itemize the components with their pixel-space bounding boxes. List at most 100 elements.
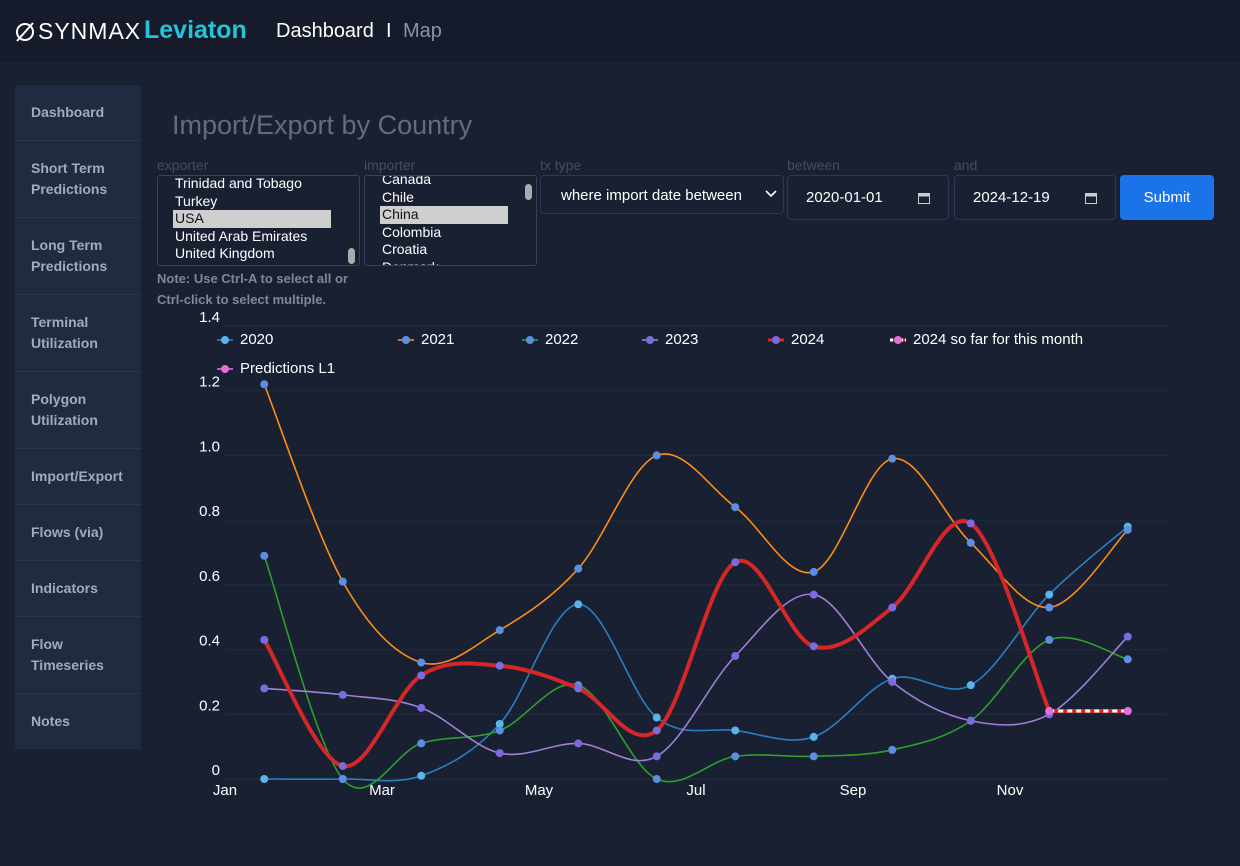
exporter-list[interactable]: Trinidad and Tobago Turkey USA United Arab … xyxy=(157,175,360,266)
y-tick-label: 0.6 xyxy=(199,568,220,585)
data-point xyxy=(731,652,740,661)
legend-label: 2024 so far for this month xyxy=(913,331,1083,348)
field-label: tx type xyxy=(540,157,582,173)
legend-marker xyxy=(894,336,902,344)
data-point xyxy=(731,752,740,761)
x-tick-label: Mar xyxy=(369,782,395,799)
data-point xyxy=(966,716,975,725)
data-point xyxy=(652,451,661,460)
sidebar-item[interactable]: Terminal Utilization xyxy=(15,295,141,372)
note: Note: Use Ctrl-A to select all or Ctrl-c… xyxy=(157,271,348,307)
data-point xyxy=(966,538,975,547)
data-point xyxy=(1045,603,1054,612)
sidebar-item[interactable]: Import/Export xyxy=(15,449,141,505)
data-point xyxy=(1123,655,1132,664)
series-line xyxy=(263,555,1128,789)
legend-marker xyxy=(221,365,229,373)
y-tick-label: 0.8 xyxy=(199,503,220,520)
data-point xyxy=(731,503,740,512)
sidebar-item[interactable]: Notes xyxy=(31,713,70,729)
nav-link[interactable]: Dashboard xyxy=(276,20,374,42)
sidebar-item[interactable]: Long Term Predictions xyxy=(15,218,141,295)
data-point xyxy=(260,635,269,644)
data-point xyxy=(574,600,583,609)
data-point xyxy=(888,603,897,612)
data-point xyxy=(495,661,504,670)
sidebar: Dashboard Short Term Predictions Long Term… xyxy=(15,85,141,749)
legend-label: Predictions L1 xyxy=(240,360,335,377)
data-point xyxy=(495,726,504,735)
legend-label: 2021 xyxy=(421,331,454,348)
series-line xyxy=(262,519,1052,769)
data-point xyxy=(417,658,426,667)
data-point xyxy=(652,726,661,735)
data-point xyxy=(417,771,426,780)
list-option[interactable]: China xyxy=(380,206,508,224)
legend-label: 2024 xyxy=(791,331,824,348)
sidebar-item[interactable]: Flows (via) xyxy=(15,505,141,561)
data-point xyxy=(809,642,818,651)
data-point xyxy=(1123,632,1132,641)
data-point xyxy=(260,684,269,693)
list-option[interactable]: Turkey xyxy=(175,192,218,209)
data-point xyxy=(652,775,661,783)
nav-link[interactable]: Map xyxy=(403,20,442,42)
sidebar-item[interactable]: Polygon Utilization xyxy=(15,372,141,449)
date-value: 2024-12-19 xyxy=(973,189,1050,206)
data-point xyxy=(888,677,897,686)
legend-label: 2023 xyxy=(665,331,698,348)
list-option[interactable]: Trinidad and Tobago xyxy=(175,175,302,191)
date-input[interactable]: 2024-12-19 xyxy=(954,175,1116,220)
data-point xyxy=(809,732,818,741)
data-point xyxy=(338,690,347,699)
data-point xyxy=(1045,590,1054,599)
y-tick-label: 1.4 xyxy=(199,310,220,326)
data-point xyxy=(260,775,269,783)
data-point xyxy=(731,558,740,567)
field-label: importer xyxy=(364,157,416,173)
x-tick-label: May xyxy=(525,782,554,799)
legend-marker xyxy=(402,336,410,344)
legend-marker xyxy=(772,336,780,344)
data-point xyxy=(966,681,975,690)
legend-label: 2022 xyxy=(545,331,578,348)
brand: Leviaton xyxy=(144,16,247,44)
header: SYNMAX Leviaton Dashboard I Map xyxy=(0,0,1240,62)
data-point xyxy=(338,577,347,586)
field-label: and xyxy=(954,157,978,173)
field-label: exporter xyxy=(157,157,209,173)
chevron xyxy=(765,190,777,198)
data-point xyxy=(809,590,818,599)
date-input[interactable]: 2020-01-01 xyxy=(787,175,949,220)
submit-button[interactable]: Submit xyxy=(1120,175,1214,220)
sidebar-item[interactable]: Flow Timeseries xyxy=(15,617,141,694)
data-point xyxy=(652,752,661,761)
list-option[interactable]: Colombia xyxy=(382,223,442,240)
y-tick-label: 0.4 xyxy=(199,633,220,650)
field-label: between xyxy=(787,157,840,173)
list-option[interactable]: Croatia xyxy=(382,241,428,257)
data-point xyxy=(260,551,269,560)
calendar-icon xyxy=(1085,193,1097,204)
data-point xyxy=(1123,707,1132,716)
data-point xyxy=(731,726,740,735)
data-point xyxy=(495,749,504,758)
series-line xyxy=(264,593,1129,762)
sidebar-item[interactable]: Short Term Predictions xyxy=(15,141,141,218)
list-option[interactable]: USA xyxy=(173,210,331,228)
legend-label: 2020 xyxy=(240,331,273,348)
data-point xyxy=(260,380,269,389)
y-tick-label: 0 xyxy=(212,762,220,779)
logo: SYNMAX xyxy=(38,18,142,44)
tx-type-select[interactable]: where import date between xyxy=(540,175,784,214)
list-option[interactable]: United Kingdom xyxy=(175,245,275,261)
sidebar-item[interactable]: Indicators xyxy=(15,561,141,617)
list-option[interactable]: Chile xyxy=(382,188,414,205)
list-option[interactable]: Canada xyxy=(382,175,432,187)
list-option[interactable]: United Arab Emirates xyxy=(175,227,308,244)
select-value: where import date between xyxy=(561,187,742,204)
sidebar-item[interactable]: Dashboard xyxy=(15,85,141,141)
list-option[interactable]: Denmark xyxy=(380,259,508,266)
